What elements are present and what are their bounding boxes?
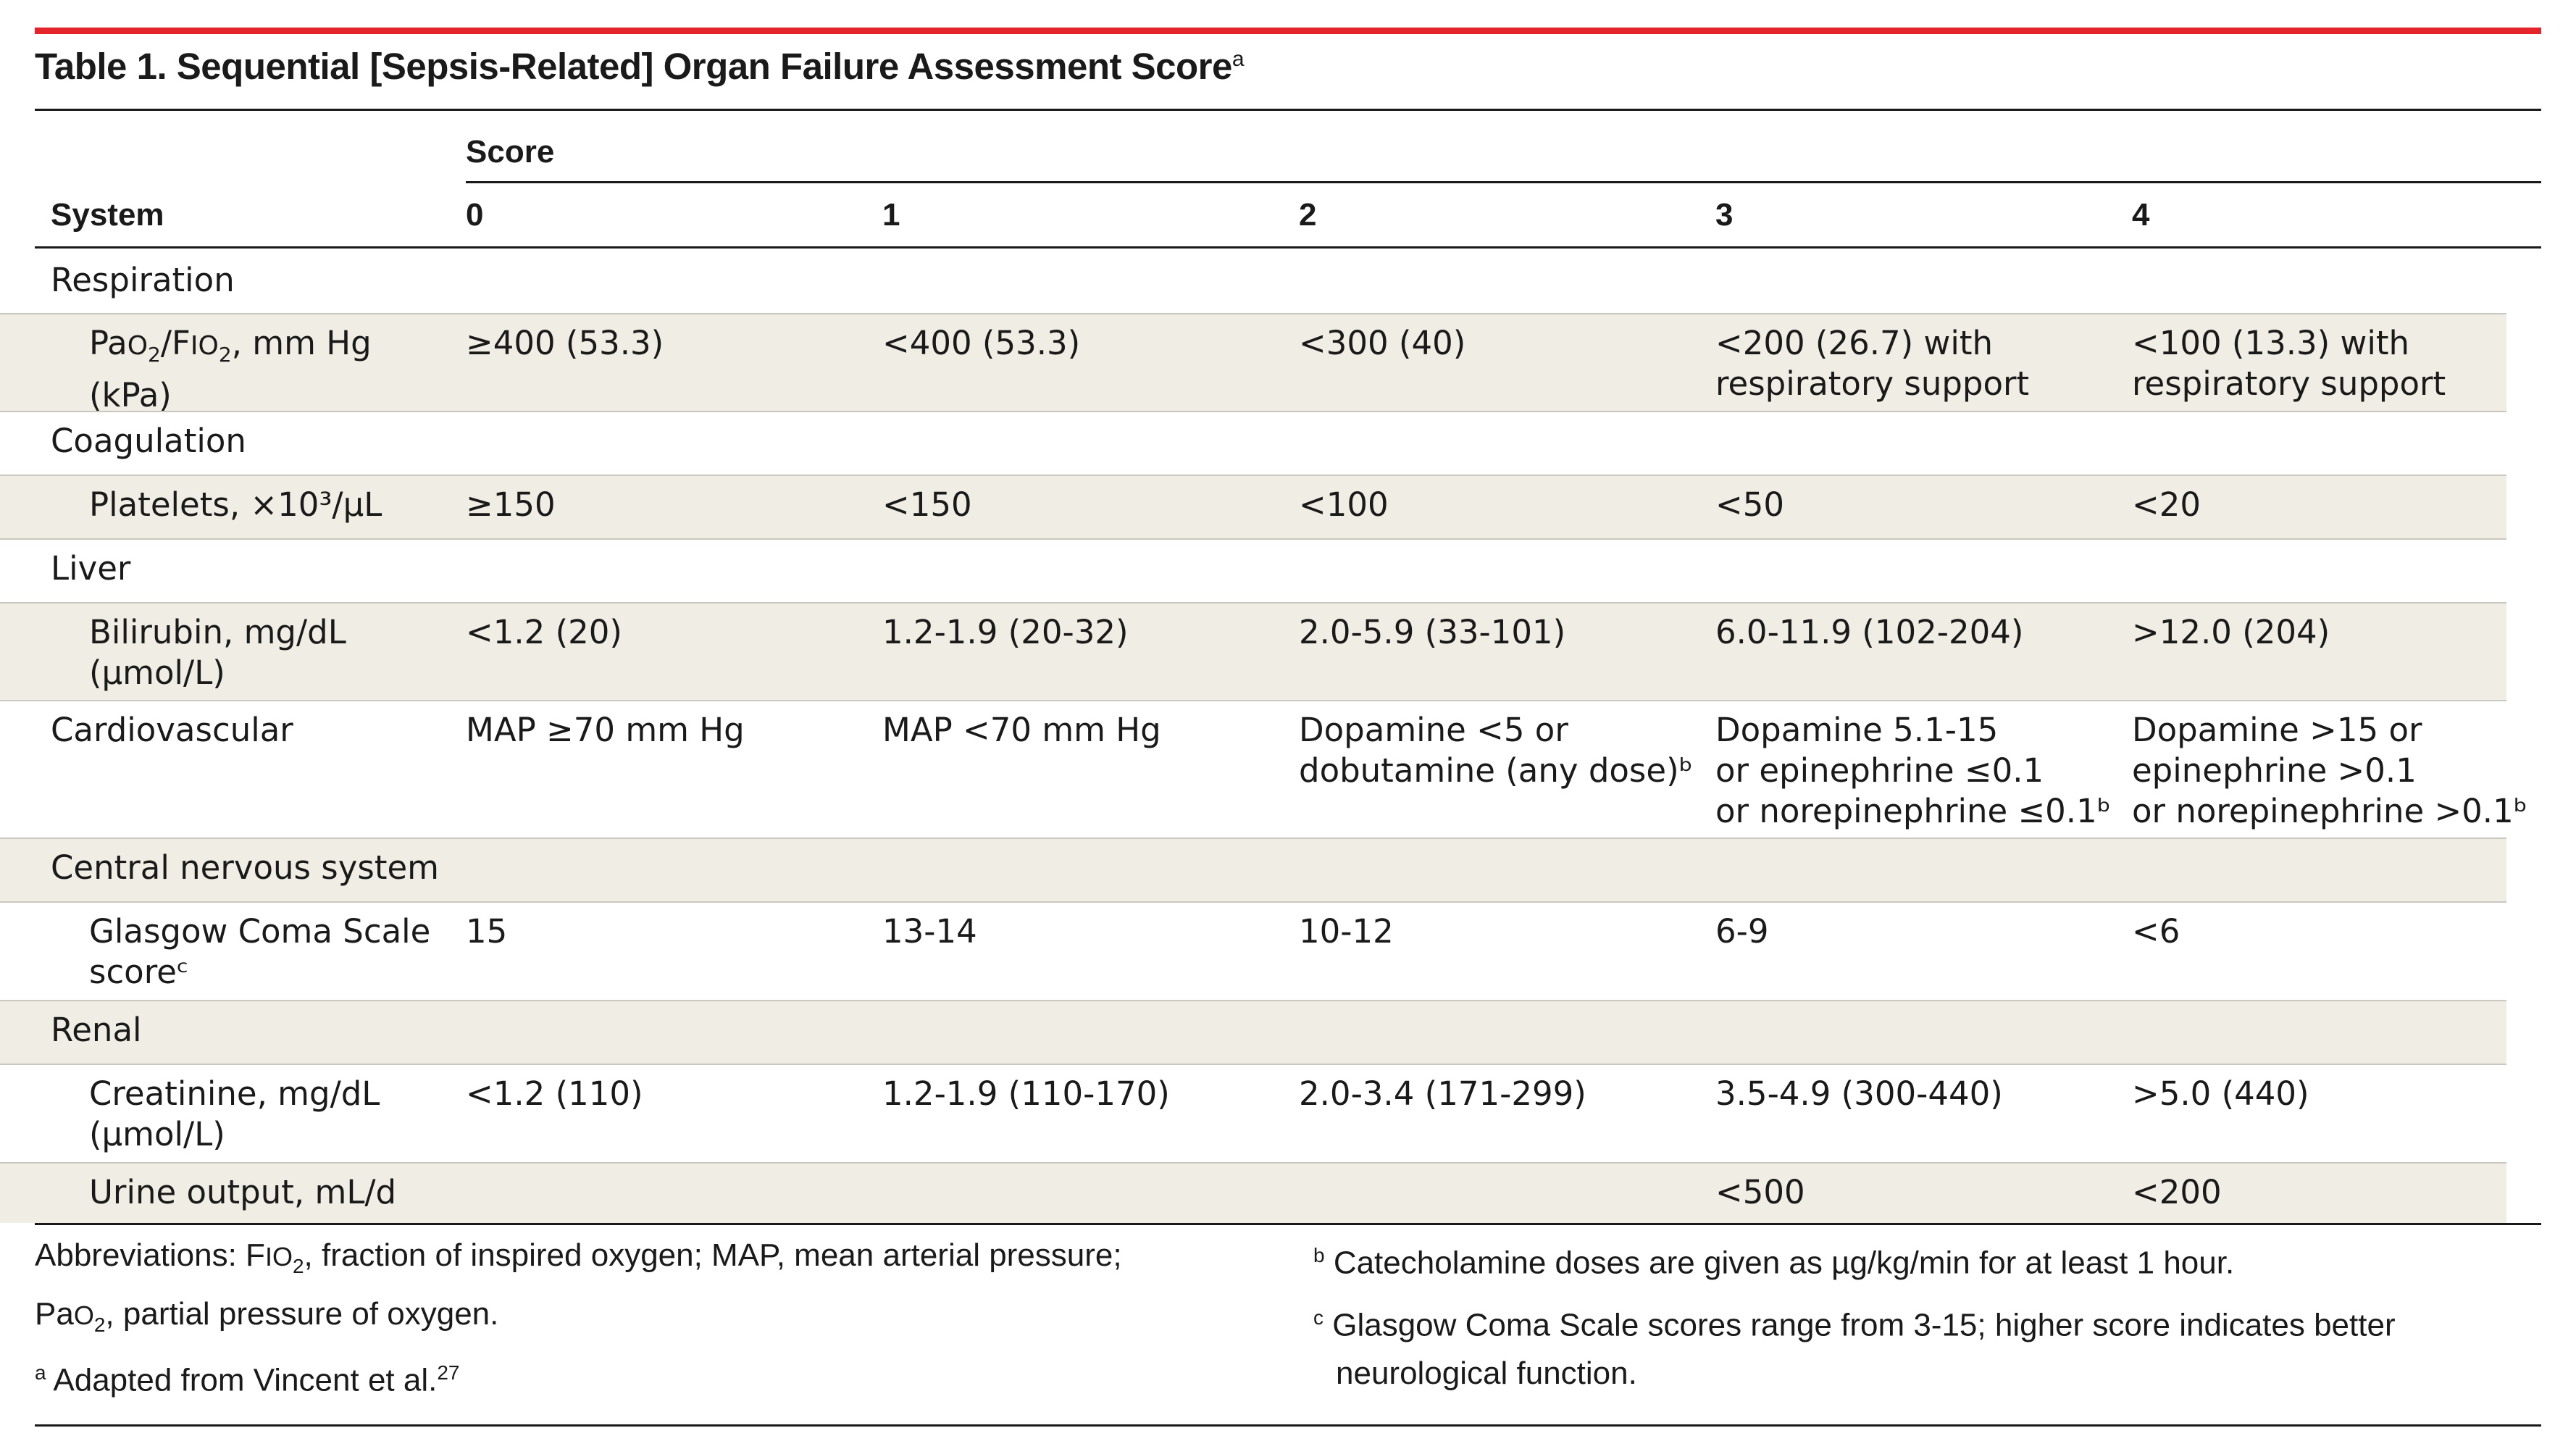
row-label: Glasgow Coma Scale scoreᶜ bbox=[89, 912, 431, 991]
section-label: Central nervous system bbox=[51, 848, 439, 887]
score-group-rule bbox=[466, 181, 2541, 183]
score-cell: 2.0-5.9 (33-101) bbox=[1299, 613, 1566, 651]
score-cell: <6 bbox=[2132, 912, 2180, 951]
score-cell: 1.2-1.9 (20-32) bbox=[882, 613, 1129, 651]
table-row bbox=[0, 602, 2506, 700]
score-cell: <50 bbox=[1715, 485, 1784, 524]
score-cell: <1.2 (110) bbox=[466, 1074, 643, 1113]
table-row bbox=[0, 1162, 2506, 1223]
score-cell: <20 bbox=[2132, 485, 2201, 524]
table-row bbox=[0, 1064, 2506, 1162]
score-col-2-header: 2 bbox=[1299, 197, 1317, 233]
score-cell: 6-9 bbox=[1715, 912, 1769, 951]
score-cell: <300 (40) bbox=[1299, 324, 1466, 362]
section-row bbox=[0, 1000, 2506, 1064]
score-cell: <200 bbox=[2132, 1173, 2222, 1211]
section-row bbox=[0, 411, 2506, 475]
score-cell: 2.0-3.4 (171-299) bbox=[1299, 1074, 1586, 1113]
bottom-rule bbox=[35, 1424, 2541, 1427]
score-cell: 1.2-1.9 (110-170) bbox=[882, 1074, 1170, 1113]
score-cell: 6.0-11.9 (102-204) bbox=[1715, 613, 2024, 651]
score-cell: ≥150 bbox=[466, 485, 556, 524]
abbreviations-line-2: PaO2, partial pressure of oxygen. bbox=[35, 1295, 499, 1336]
score-cell: Dopamine 5.1-15 or epinephrine ≤0.1 or nor… bbox=[1715, 711, 2111, 830]
table-row bbox=[0, 475, 2506, 538]
score-cell: <1.2 (20) bbox=[466, 613, 622, 651]
table-title: Table 1. Sequential [Sepsis-Related] Org… bbox=[35, 46, 1245, 87]
section-row bbox=[0, 838, 2506, 901]
footnote-c: c Glasgow Coma Scale scores range from 3… bbox=[1313, 1306, 2396, 1391]
score-cell: MAP <70 mm Hg bbox=[882, 711, 1161, 749]
score-col-1-header: 1 bbox=[882, 197, 900, 233]
score-cell: <500 bbox=[1715, 1173, 1805, 1211]
section-label: Cardiovascular bbox=[51, 711, 293, 749]
score-col-4-header: 4 bbox=[2132, 197, 2150, 233]
footnote-a: a Adapted from Vincent et al.27 bbox=[35, 1361, 460, 1398]
score-cell: <400 (53.3) bbox=[882, 324, 1081, 362]
section-row bbox=[0, 700, 2506, 838]
score-cell: <200 (26.7) with respiratory support bbox=[1715, 324, 2030, 403]
section-label: Coagulation bbox=[51, 422, 246, 460]
section-row bbox=[0, 250, 2506, 313]
score-cell: 10-12 bbox=[1299, 912, 1394, 951]
row-label: Platelets, ×10³/µL bbox=[89, 485, 382, 524]
row-label: Bilirubin, mg/dL (µmol/L) bbox=[89, 613, 346, 692]
system-header: System bbox=[51, 197, 164, 233]
title-accent-bar bbox=[35, 28, 2541, 34]
table-row bbox=[0, 313, 2506, 411]
section-row bbox=[0, 538, 2506, 602]
top-rule bbox=[35, 109, 2541, 111]
score-col-3-header: 3 bbox=[1715, 197, 1734, 233]
abbreviations-line-1: Abbreviations: FIO2, fraction of inspire… bbox=[35, 1237, 1122, 1277]
score-cell: <100 (13.3) with respiratory support bbox=[2132, 324, 2446, 403]
section-label: Liver bbox=[51, 549, 131, 588]
section-label: Renal bbox=[51, 1011, 142, 1049]
score-cell: 13-14 bbox=[882, 912, 977, 951]
table-row bbox=[0, 901, 2506, 1000]
score-group-header: Score bbox=[466, 134, 555, 170]
header-bottom-rule bbox=[35, 246, 2541, 249]
score-cell: Dopamine >15 or epinephrine >0.1 or norepi… bbox=[2132, 711, 2527, 830]
section-label: Respiration bbox=[51, 261, 235, 299]
score-cell: 3.5-4.9 (300-440) bbox=[1715, 1074, 2003, 1113]
score-cell: MAP ≥70 mm Hg bbox=[466, 711, 745, 749]
table-bottom-rule bbox=[35, 1223, 2541, 1225]
row-label: Creatinine, mg/dL (µmol/L) bbox=[89, 1074, 380, 1153]
footnote-abbreviations: Abbreviations: FIO2, fraction of inspire… bbox=[35, 1232, 1122, 1404]
score-cell: <150 bbox=[882, 485, 972, 524]
row-label: Urine output, mL/d bbox=[89, 1173, 397, 1211]
score-cell: >12.0 (204) bbox=[2132, 613, 2330, 651]
score-cell: >5.0 (440) bbox=[2132, 1074, 2309, 1113]
score-cell: ≥400 (53.3) bbox=[466, 324, 664, 362]
score-cell: <100 bbox=[1299, 485, 1389, 524]
score-cell: Dopamine <5 or dobutamine (any dose)ᵇ bbox=[1299, 711, 1693, 790]
footnote-b: b Catecholamine doses are given as µg/kg… bbox=[1313, 1244, 2235, 1281]
score-col-0-header: 0 bbox=[466, 197, 484, 233]
score-cell: 15 bbox=[466, 912, 508, 951]
row-label: PaO2/FIO2, mm Hg (kPa) bbox=[89, 324, 372, 414]
